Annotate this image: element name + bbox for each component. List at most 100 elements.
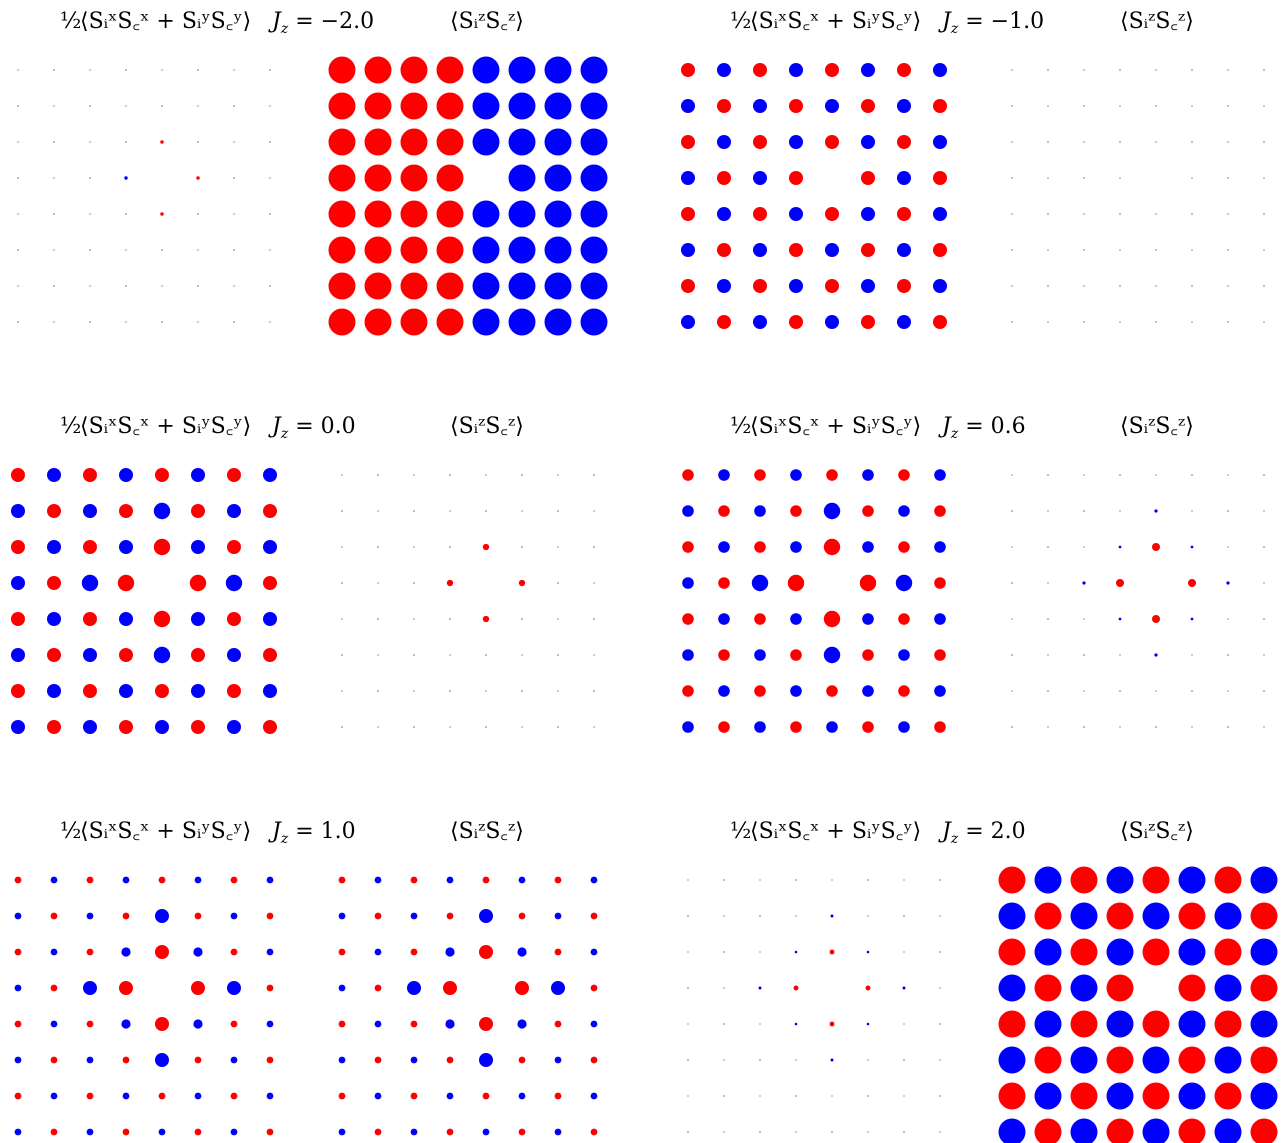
zz-point bbox=[449, 474, 451, 476]
zz-point bbox=[1047, 321, 1049, 323]
xy-point bbox=[14, 876, 22, 884]
zz-point bbox=[436, 236, 464, 264]
zz-point bbox=[521, 726, 523, 728]
zz-point bbox=[508, 200, 536, 228]
zz-correlation-title: ⟨SᵢᶻS꜀ᶻ⟩ bbox=[450, 819, 524, 844]
zz-point bbox=[1227, 69, 1229, 71]
xy-point bbox=[753, 63, 767, 77]
zz-point bbox=[449, 690, 451, 692]
xy-point bbox=[47, 648, 61, 662]
zz-point bbox=[557, 546, 559, 548]
xy-point bbox=[53, 177, 55, 179]
zz-point bbox=[1034, 1082, 1062, 1110]
jz-label: Jz = −2.0 bbox=[268, 9, 374, 37]
xy-point bbox=[718, 577, 730, 589]
zz-point bbox=[1142, 938, 1170, 966]
xy-point bbox=[823, 646, 841, 664]
zz-point bbox=[338, 912, 346, 920]
xy-point bbox=[194, 1056, 202, 1064]
xy-point bbox=[53, 213, 55, 215]
zz-point bbox=[377, 582, 379, 584]
zz-point bbox=[998, 1046, 1026, 1074]
xy-point bbox=[898, 685, 910, 697]
zz-point bbox=[482, 876, 490, 884]
xy-point bbox=[122, 1092, 130, 1100]
xy-point bbox=[125, 213, 127, 215]
zz-point bbox=[1227, 105, 1229, 107]
xy-point bbox=[47, 684, 61, 698]
xy-point bbox=[759, 879, 761, 881]
zz-point bbox=[1070, 974, 1098, 1002]
zz-point bbox=[1083, 546, 1085, 548]
xy-point bbox=[50, 876, 58, 884]
xy-point bbox=[53, 69, 55, 71]
xy-point bbox=[194, 912, 202, 920]
xy-point bbox=[866, 950, 870, 954]
zz-point bbox=[521, 546, 523, 548]
xy-point bbox=[233, 141, 235, 143]
jz-subscript: z bbox=[280, 831, 289, 847]
xy-point bbox=[682, 721, 694, 733]
xy-correlation-title: ⟨SᵢˣS꜀ˣ + SᵢʸS꜀ʸ⟩ bbox=[80, 819, 251, 844]
xy-point bbox=[86, 876, 94, 884]
zz-point bbox=[593, 582, 595, 584]
xy-point bbox=[717, 315, 731, 329]
xy-point bbox=[861, 207, 875, 221]
xy-point bbox=[754, 721, 766, 733]
xy-point bbox=[191, 468, 205, 482]
zz-point bbox=[374, 1056, 382, 1064]
xy-point bbox=[681, 279, 695, 293]
zz-point bbox=[1188, 579, 1196, 587]
xy-point bbox=[153, 610, 171, 628]
zz-point bbox=[1263, 546, 1265, 548]
zz-point bbox=[508, 128, 536, 156]
zz-point bbox=[413, 510, 415, 512]
xy-point bbox=[121, 1019, 131, 1029]
zz-point bbox=[1227, 510, 1229, 512]
zz-point bbox=[1154, 509, 1158, 513]
zz-point bbox=[998, 1010, 1026, 1038]
xy-point bbox=[50, 1128, 58, 1136]
xy-point bbox=[83, 981, 97, 995]
zz-point bbox=[590, 1020, 598, 1028]
xy-point bbox=[759, 1059, 761, 1061]
xy-point bbox=[682, 541, 694, 553]
zz-point bbox=[328, 92, 356, 120]
xy-point bbox=[717, 171, 731, 185]
xy-point bbox=[197, 105, 199, 107]
zz-point bbox=[1106, 938, 1134, 966]
xy-point bbox=[895, 574, 913, 592]
zz-point bbox=[508, 272, 536, 300]
xy-point bbox=[230, 1092, 238, 1100]
zz-point bbox=[374, 876, 382, 884]
xy-point bbox=[753, 279, 767, 293]
zz-point bbox=[364, 200, 392, 228]
zz-point bbox=[1190, 617, 1194, 621]
xy-point bbox=[189, 574, 207, 592]
xy-point bbox=[753, 243, 767, 257]
zz-point bbox=[1011, 249, 1013, 251]
zz-point bbox=[1047, 582, 1049, 584]
zz-point bbox=[1011, 105, 1013, 107]
zz-point bbox=[449, 510, 451, 512]
zz-point bbox=[1119, 474, 1121, 476]
xy-correlation-title: ⟨SᵢˣS꜀ˣ + SᵢʸS꜀ʸ⟩ bbox=[750, 414, 921, 439]
xy-point bbox=[269, 321, 271, 323]
zz-point bbox=[341, 582, 343, 584]
xy-point bbox=[681, 63, 695, 77]
jz-value: = 1.0 bbox=[288, 819, 355, 844]
xy-point bbox=[751, 574, 769, 592]
xy-point bbox=[723, 1131, 725, 1133]
xy-point bbox=[14, 1056, 22, 1064]
xy-correlation-title: ⟨SᵢˣS꜀ˣ + SᵢʸS꜀ʸ⟩ bbox=[750, 819, 921, 844]
zz-point bbox=[1214, 866, 1242, 894]
zz-point bbox=[400, 200, 428, 228]
xy-point bbox=[11, 576, 25, 590]
zz-point bbox=[1047, 213, 1049, 215]
xy-point bbox=[263, 540, 277, 554]
zz-point bbox=[472, 128, 500, 156]
xy-point bbox=[153, 646, 171, 664]
zz-point bbox=[521, 690, 523, 692]
zz-point bbox=[328, 128, 356, 156]
zz-point bbox=[580, 164, 608, 192]
